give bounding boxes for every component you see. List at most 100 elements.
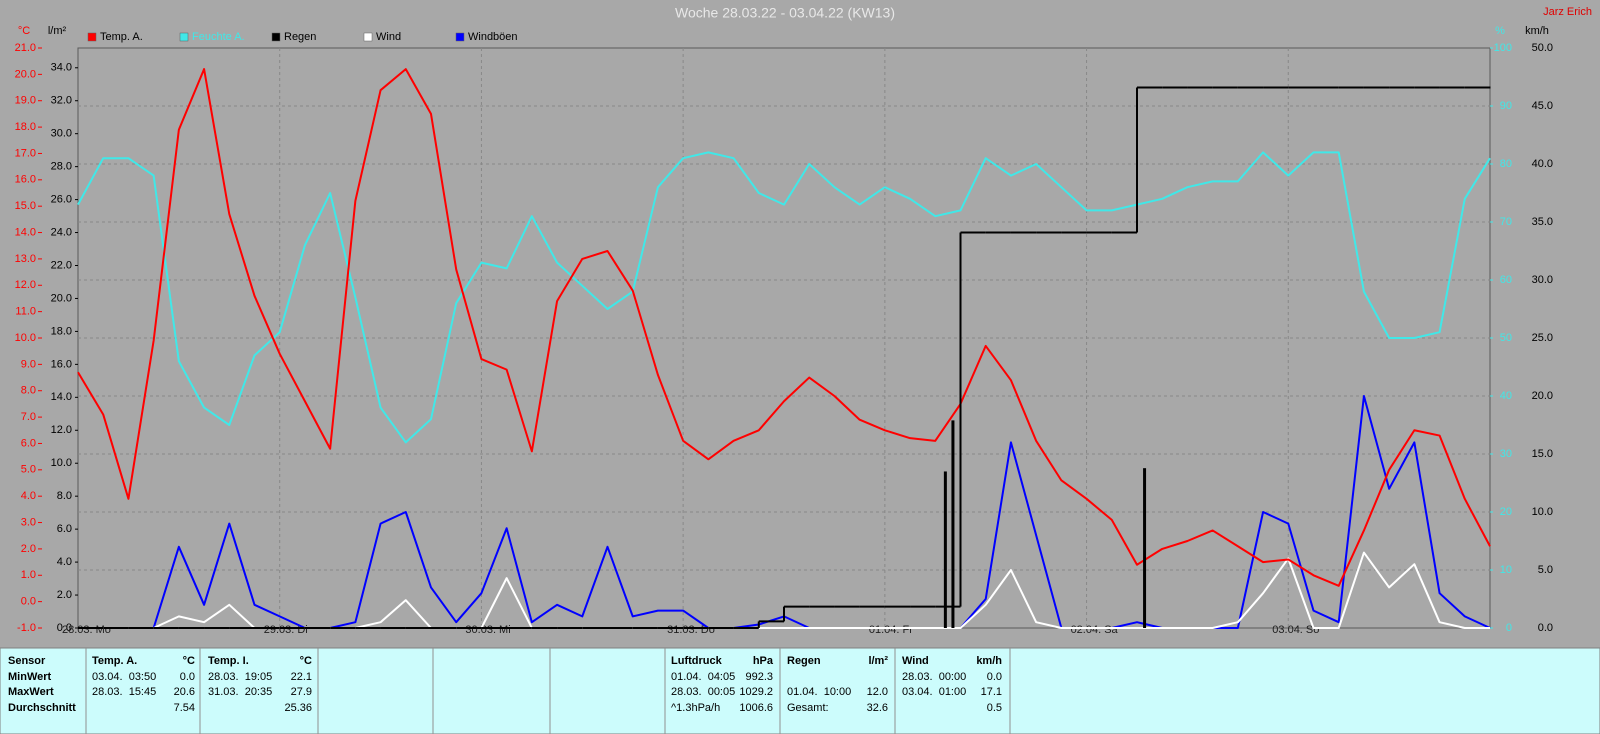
table-cell-time: 01.04. 04:05: [671, 671, 735, 683]
y-tick-label-temp: 1.0: [21, 569, 36, 581]
y-tick-label-temp: 4.0: [21, 490, 36, 502]
y-tick-label-wind: 30.0: [1532, 274, 1553, 286]
table-cell-value: 20.6: [174, 686, 195, 698]
table-cell-time: 03.04. 03:50: [92, 671, 156, 683]
y-tick-label-temp: 7.0: [21, 411, 36, 423]
y-tick-label-rain: 10.0: [51, 457, 72, 469]
y-tick-label-hum: 100: [1494, 42, 1512, 54]
y-tick-label-temp: 3.0: [21, 516, 36, 528]
table-col-title: Wind: [902, 655, 929, 667]
y-tick-label-rain: 4.0: [57, 556, 72, 568]
table-col-title: Temp. I.: [208, 655, 249, 667]
y-tick-label-wind: 20.0: [1532, 390, 1553, 402]
y-tick-label-rain: 14.0: [51, 391, 72, 403]
y-tick-label-temp: 17.0: [15, 147, 36, 159]
table-cell-value: 22.1: [291, 671, 312, 683]
table-corner: Sensor: [8, 655, 46, 667]
y-tick-label-hum: 0: [1506, 622, 1512, 634]
table-cell-value: 1029.2: [739, 686, 773, 698]
y-tick-label-rain: 12.0: [51, 424, 72, 436]
y-tick-label-hum: 60: [1500, 274, 1512, 286]
y-tick-label-rain: 0.0: [57, 622, 72, 634]
y-tick-label-temp: 10.0: [15, 332, 36, 344]
y-tick-label-temp: 15.0: [15, 200, 36, 212]
table-cell-time: Gesamt:: [787, 702, 829, 714]
y-tick-label-rain: 8.0: [57, 490, 72, 502]
x-tick-label: 02.04. Sa: [1071, 624, 1119, 636]
y-tick-label-rain: 6.0: [57, 523, 72, 535]
y-tick-label-temp: 19.0: [15, 95, 36, 107]
y-tick-label-hum: 80: [1500, 158, 1512, 170]
table-cell-time: 28.03. 00:00: [902, 671, 966, 683]
y-tick-label-rain: 18.0: [51, 325, 72, 337]
y-tick-label-wind: 10.0: [1532, 506, 1553, 518]
y-tick-label-wind: 50.0: [1532, 42, 1553, 54]
table-col-unit: hPa: [753, 655, 774, 667]
y-tick-label-rain: 26.0: [51, 193, 72, 205]
y-tick-label-wind: 35.0: [1532, 216, 1553, 228]
x-tick-label: 29.03. Di: [264, 624, 308, 636]
table-col-unit: °C: [300, 655, 312, 667]
table-row-label: Durchschnitt: [8, 702, 76, 714]
table-cell-value: 0.0: [987, 671, 1002, 683]
table-cell-time: 28.03. 15:45: [92, 686, 156, 698]
table-cell-value: 0.5: [987, 702, 1002, 714]
y-tick-label-rain: 34.0: [51, 62, 72, 74]
table-col-title: Regen: [787, 655, 821, 667]
table-col-unit: km/h: [976, 655, 1002, 667]
axis-unit-wind: km/h: [1525, 25, 1549, 37]
stats-table-bg: [0, 647, 1600, 734]
legend-swatch: [271, 32, 281, 42]
y-tick-label-rain: 24.0: [51, 226, 72, 238]
table-row-label: MaxWert: [8, 686, 54, 698]
legend-label: Regen: [284, 31, 316, 43]
table-cell-time: 28.03. 19:05: [208, 671, 272, 683]
y-tick-label-temp: 2.0: [21, 543, 36, 555]
table-row-label: MinWert: [8, 671, 52, 683]
x-tick-label: 31.03. Do: [667, 624, 715, 636]
y-tick-label-wind: 5.0: [1538, 564, 1553, 576]
y-tick-label-temp: 6.0: [21, 437, 36, 449]
y-tick-label-temp: 11.0: [15, 306, 36, 318]
legend-swatch: [455, 32, 465, 42]
chart-title: Woche 28.03.22 - 03.04.22 (KW13): [675, 5, 895, 21]
legend-label: Feuchte A.: [192, 31, 245, 43]
x-tick-label: 03.04. So: [1272, 624, 1319, 636]
y-tick-label-temp: 12.0: [15, 279, 36, 291]
y-tick-label-rain: 32.0: [51, 95, 72, 107]
table-cell-value: 12.0: [867, 686, 888, 698]
axis-unit-rain: l/m²: [48, 25, 67, 37]
table-cell-value: 0.0: [180, 671, 195, 683]
y-tick-label-wind: 45.0: [1532, 100, 1553, 112]
y-tick-label-hum: 10: [1500, 564, 1512, 576]
y-tick-label-temp: 16.0: [15, 174, 36, 186]
y-tick-label-rain: 2.0: [57, 589, 72, 601]
series-line: [77, 151, 1491, 444]
y-tick-label-temp: -1.0: [17, 622, 36, 634]
series-line: [77, 68, 1491, 587]
y-tick-label-temp: 21.0: [15, 42, 36, 54]
y-tick-label-rain: 30.0: [51, 128, 72, 140]
y-tick-label-temp: 14.0: [15, 226, 36, 238]
y-tick-label-wind: 15.0: [1532, 448, 1553, 460]
rain-bar: [1143, 468, 1147, 628]
y-tick-label-temp: 18.0: [15, 121, 36, 133]
y-tick-label-hum: 30: [1500, 448, 1512, 460]
table-cell-value: 1006.6: [739, 702, 773, 714]
table-cell-value: 7.54: [174, 702, 195, 714]
y-tick-label-temp: 13.0: [15, 253, 36, 265]
legend-label: Windböen: [468, 31, 518, 43]
table-cell-value: 25.36: [284, 702, 312, 714]
legend-swatch: [363, 32, 373, 42]
x-tick-label: 01.04. Fr: [869, 624, 913, 636]
y-tick-label-rain: 16.0: [51, 358, 72, 370]
y-tick-label-wind: 25.0: [1532, 332, 1553, 344]
y-tick-label-hum: 70: [1500, 216, 1512, 228]
y-tick-label-hum: 90: [1500, 100, 1512, 112]
x-tick-label: 28.03. Mo: [62, 624, 111, 636]
y-tick-label-hum: 40: [1500, 390, 1512, 402]
y-tick-label-rain: 20.0: [51, 292, 72, 304]
table-col-title: Temp. A.: [92, 655, 137, 667]
axis-unit-hum: %: [1495, 25, 1505, 37]
